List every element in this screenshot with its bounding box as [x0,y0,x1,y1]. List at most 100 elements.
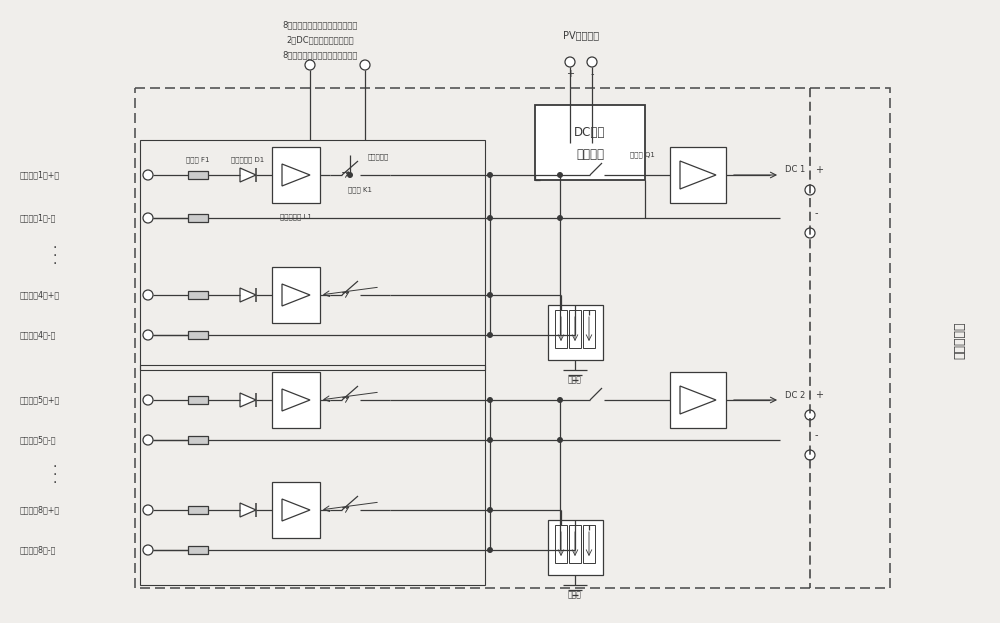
Circle shape [487,397,493,403]
Text: +: + [815,390,823,400]
Circle shape [487,172,493,178]
Text: ·: · [53,460,57,474]
Bar [555,525,567,563]
Bar [140,365,485,585]
Text: ·: · [53,476,57,490]
Circle shape [143,395,153,405]
Polygon shape [282,499,310,521]
Bar [272,482,320,538]
Circle shape [487,292,493,298]
Polygon shape [282,164,310,186]
Bar [583,310,595,348]
Circle shape [805,228,815,238]
Bar [188,436,208,444]
Circle shape [805,410,815,420]
Text: 电压采样点: 电压采样点 [367,154,389,160]
Circle shape [557,215,563,221]
Bar [188,171,208,179]
Circle shape [487,215,493,221]
Bar [569,310,581,348]
Text: 光伏组串4（-）: 光伏组串4（-） [20,330,56,340]
Circle shape [360,60,370,70]
Bar [535,105,645,180]
Circle shape [487,507,493,513]
Text: ·: · [53,241,57,255]
Circle shape [587,57,597,67]
Text: +: + [566,69,574,79]
Text: 光伏组串5（+）: 光伏组串5（+） [20,396,60,404]
Circle shape [143,505,153,515]
Polygon shape [240,393,256,407]
Bar [569,525,581,563]
Text: -: - [815,208,818,218]
Bar [670,147,726,203]
Circle shape [557,172,563,178]
Bar [555,310,567,348]
Circle shape [143,435,153,445]
Text: ·: · [53,257,57,271]
Text: 光伏组串5（-）: 光伏组串5（-） [20,435,56,444]
Circle shape [143,213,153,223]
Text: 防雷器: 防雷器 [568,591,582,599]
Bar [548,520,602,575]
Text: DC 2: DC 2 [785,391,805,399]
Text: 光伏组串8（+）: 光伏组串8（+） [20,505,60,515]
Bar [188,506,208,514]
Text: 接入逆变器: 接入逆变器 [954,321,966,359]
Bar [272,372,320,428]
Polygon shape [240,288,256,302]
Text: 熔断器 F1: 熔断器 F1 [186,157,210,163]
Text: ·: · [53,468,57,482]
Text: PV供电接口: PV供电接口 [563,30,599,40]
Circle shape [487,437,493,443]
Bar [272,147,320,203]
Text: 光伏组串4（+）: 光伏组串4（+） [20,290,60,300]
Bar [548,305,602,360]
Circle shape [143,330,153,340]
Circle shape [143,545,153,555]
Text: -: - [590,69,594,79]
Text: DC 1: DC 1 [785,166,805,174]
Circle shape [143,170,153,180]
Polygon shape [680,161,716,189]
Text: 电源模块: 电源模块 [576,148,604,161]
Text: 防雷器: 防雷器 [568,376,582,384]
Text: 8路电池组串输入端电流、电压值: 8路电池组串输入端电流、电压值 [282,21,358,29]
Circle shape [557,437,563,443]
Circle shape [805,450,815,460]
Text: DC辅助: DC辅助 [574,126,606,140]
Bar [188,546,208,554]
Bar [140,140,485,370]
Text: +: + [815,165,823,175]
Circle shape [487,332,493,338]
Text: 光伏组串1（-）: 光伏组串1（-） [20,214,56,222]
Text: 电流传感器 L1: 电流传感器 L1 [280,214,312,221]
Text: 8路电池组串输入继电器控制信号: 8路电池组串输入继电器控制信号 [282,50,358,60]
Polygon shape [240,503,256,517]
Circle shape [347,172,353,178]
Text: 接触器 K1: 接触器 K1 [348,187,372,193]
Bar [583,525,595,563]
Circle shape [143,290,153,300]
Text: 断路器 Q1: 断路器 Q1 [630,151,655,158]
Bar [188,331,208,339]
Text: 防反二极管 D1: 防反二极管 D1 [231,157,265,163]
Circle shape [305,60,315,70]
Bar [188,214,208,222]
Bar [670,372,726,428]
Text: ·: · [53,249,57,263]
Circle shape [557,397,563,403]
Polygon shape [240,168,256,182]
Text: 光伏组串1（+）: 光伏组串1（+） [20,171,60,179]
Text: 光伏组串8（-）: 光伏组串8（-） [20,546,56,554]
Polygon shape [282,389,310,411]
Circle shape [487,547,493,553]
Text: 2路DC输出端电流、电压值: 2路DC输出端电流、电压值 [286,36,354,44]
Bar [188,291,208,299]
Bar [188,396,208,404]
Polygon shape [282,284,310,306]
Polygon shape [680,386,716,414]
Circle shape [805,185,815,195]
Text: -: - [815,430,818,440]
Circle shape [565,57,575,67]
